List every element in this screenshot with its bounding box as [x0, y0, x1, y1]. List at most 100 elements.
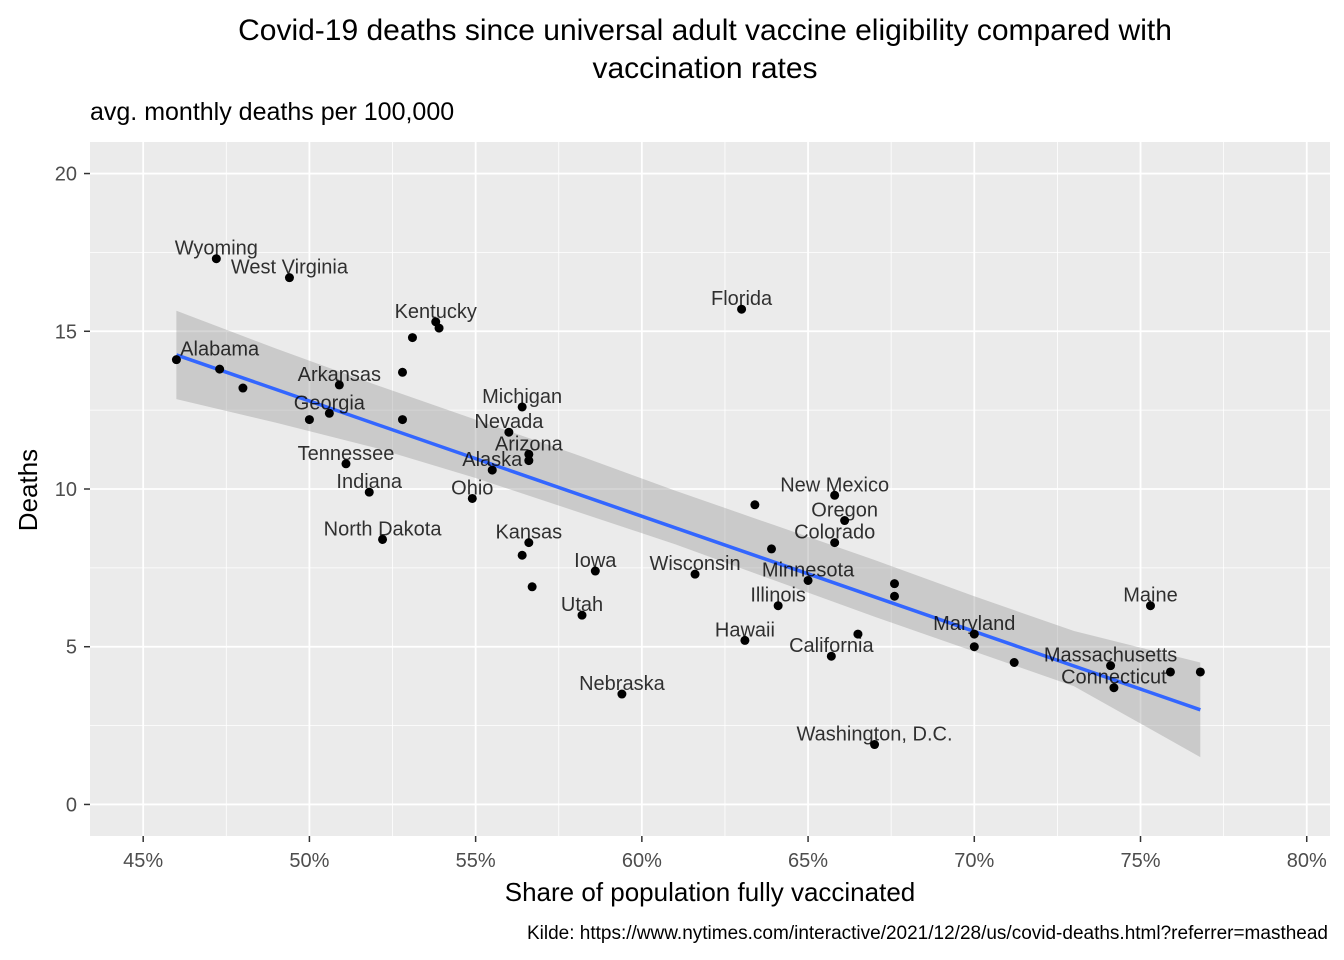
- point-label: Tennessee: [298, 443, 395, 465]
- point-label: Kentucky: [395, 301, 477, 323]
- data-point: [737, 304, 747, 314]
- point-label: Colorado: [794, 522, 875, 544]
- y-axis-title: Deaths: [13, 448, 43, 532]
- data-point: [890, 579, 900, 589]
- data-point: [517, 550, 527, 560]
- point-label: Arizona: [495, 433, 564, 455]
- data-point: [324, 408, 334, 418]
- data-point: [750, 500, 760, 510]
- point-label: Maryland: [933, 613, 1015, 635]
- data-point: [524, 538, 534, 548]
- data-point: [853, 629, 863, 639]
- point-label: Utah: [561, 594, 603, 616]
- data-point: [487, 465, 497, 475]
- data-points: [171, 254, 1205, 750]
- data-point: [870, 740, 880, 750]
- point-label: California: [789, 635, 874, 657]
- y-tick-label: 5: [66, 637, 77, 659]
- x-tick-label: 55%: [456, 850, 496, 872]
- point-label: Florida: [711, 288, 773, 310]
- x-tick-label: 60%: [622, 850, 662, 872]
- data-point: [840, 516, 850, 526]
- point-label: North Dakota: [324, 518, 443, 540]
- x-tick-label: 50%: [289, 850, 329, 872]
- point-label: Maine: [1123, 585, 1177, 607]
- data-point: [826, 651, 836, 661]
- data-point: [304, 415, 314, 425]
- data-point: [830, 490, 840, 500]
- point-label: West Virginia: [231, 257, 349, 279]
- data-point: [524, 449, 534, 459]
- point-label: Washington, D.C.: [797, 724, 953, 746]
- data-point: [407, 333, 417, 343]
- point-label: Illinois: [750, 585, 806, 607]
- data-point: [517, 402, 527, 412]
- point-label: Indiana: [336, 471, 402, 493]
- data-point: [1195, 667, 1205, 677]
- point-label: Alaska: [462, 449, 523, 471]
- axes: 45% 50% 55% 60% 65% 70% 75% 80% 0 5 10 15 20: [55, 164, 1327, 872]
- data-point: [1009, 658, 1019, 667]
- data-point: [341, 459, 351, 469]
- data-point: [740, 635, 750, 645]
- data-point: [590, 566, 600, 576]
- x-axis-title: Share of population fully vaccinated: [504, 877, 916, 907]
- data-point: [1145, 601, 1155, 611]
- data-point: [364, 487, 374, 497]
- data-point: [397, 415, 407, 425]
- x-tick-label: 65%: [788, 850, 828, 872]
- point-label: Ohio: [451, 477, 493, 499]
- data-point: [1165, 667, 1175, 677]
- x-tick-label: 45%: [123, 850, 163, 872]
- grid-lines: [90, 142, 1330, 836]
- data-point: [969, 629, 979, 639]
- point-label: Wisconsin: [649, 553, 740, 575]
- point-label: Alabama: [180, 339, 260, 361]
- x-tick-label: 75%: [1120, 850, 1160, 872]
- chart-title: Covid-19 deaths since universal adult va…: [238, 14, 1172, 85]
- data-point: [397, 367, 407, 377]
- point-label: Wyoming: [175, 238, 258, 260]
- data-point: [830, 538, 840, 548]
- point-label: Hawaii: [715, 619, 775, 641]
- y-tick-label: 15: [55, 321, 77, 343]
- data-point: [773, 601, 783, 611]
- y-tick-label: 20: [55, 164, 77, 186]
- point-label: Connecticut: [1061, 667, 1167, 689]
- data-point: [617, 689, 627, 699]
- point-label: Arkansas: [298, 364, 381, 386]
- data-point: [690, 569, 700, 579]
- data-point: [527, 582, 537, 592]
- data-point: [524, 456, 534, 466]
- point-label: Oregon: [811, 500, 878, 522]
- point-label: Nevada: [474, 411, 544, 433]
- data-point: [334, 380, 344, 390]
- y-tick-label: 0: [66, 794, 77, 816]
- chart-subtitle: avg. monthly deaths per 100,000: [90, 98, 455, 126]
- point-label: Minnesota: [762, 559, 855, 581]
- data-point: [504, 427, 514, 437]
- source-caption: Kilde: https://www.nytimes.com/interacti…: [526, 923, 1328, 944]
- point-label: Massachusetts: [1044, 645, 1177, 667]
- data-point: [577, 610, 587, 620]
- data-point: [171, 355, 181, 365]
- point-label: Michigan: [482, 386, 562, 408]
- data-point: [211, 254, 221, 264]
- trend-line-layer: [175, 353, 1201, 712]
- y-tick-label: 10: [55, 479, 77, 501]
- trend-line: [175, 353, 1201, 712]
- data-point: [378, 534, 388, 544]
- point-label: Georgia: [294, 392, 366, 414]
- data-point: [1109, 683, 1119, 693]
- data-point: [969, 642, 979, 652]
- data-point: [238, 383, 248, 393]
- data-point: [467, 493, 477, 503]
- point-label: Nebraska: [579, 673, 665, 695]
- point-label: New Mexico: [780, 474, 889, 496]
- point-label: Iowa: [574, 550, 617, 572]
- data-point: [215, 364, 225, 374]
- data-point: [803, 575, 813, 585]
- x-tick-label: 80%: [1287, 850, 1327, 872]
